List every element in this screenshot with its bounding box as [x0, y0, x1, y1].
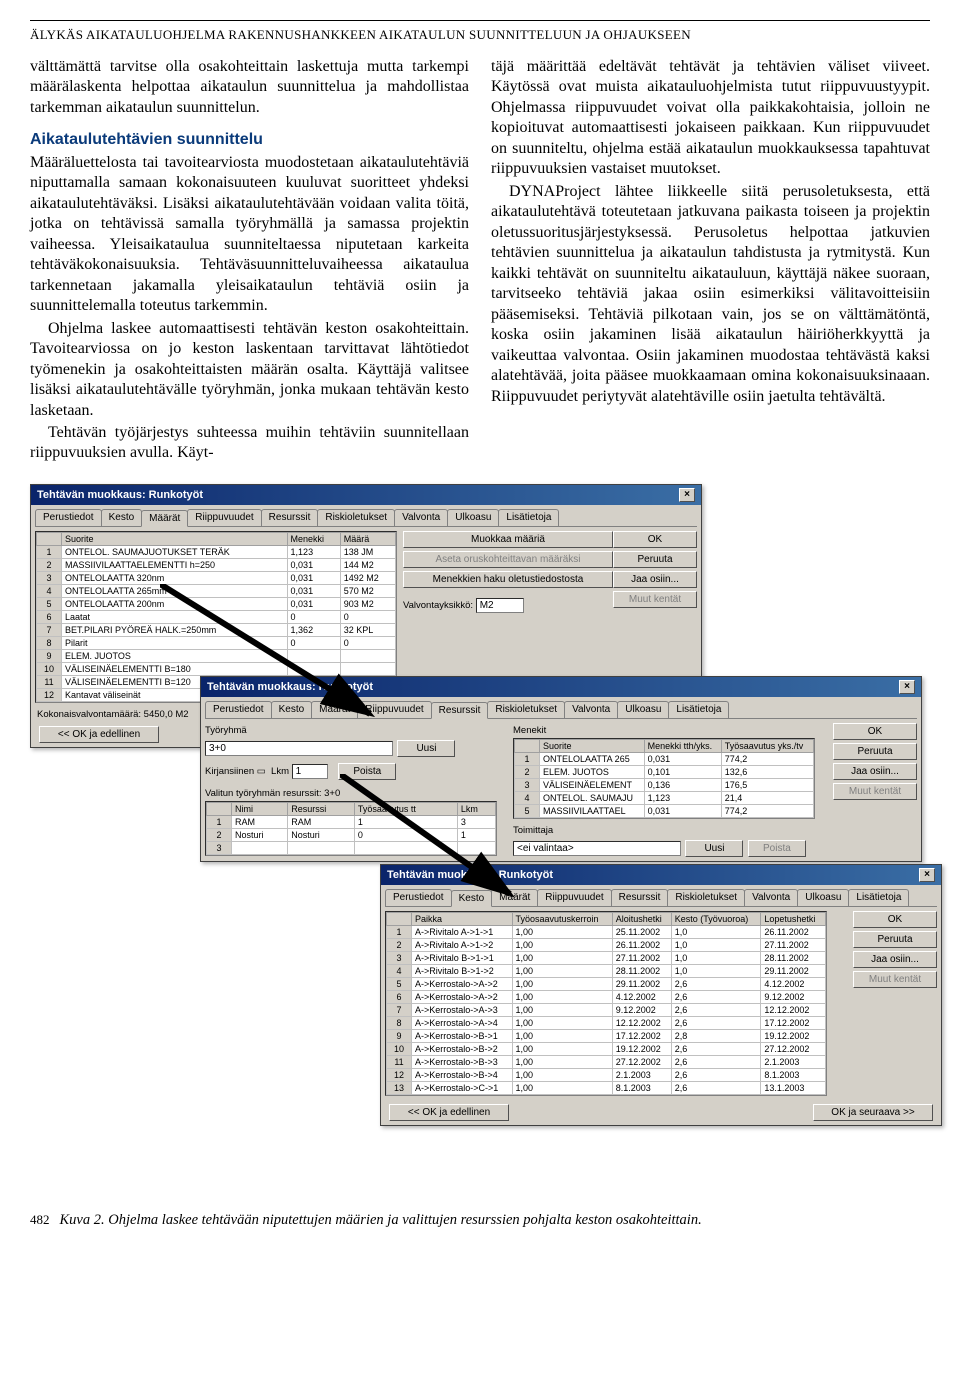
tab-määrät[interactable]: Määrät: [311, 701, 358, 718]
toimittaja-label: Toimittaja: [513, 823, 833, 838]
split-button[interactable]: Jaa osiin...: [613, 571, 697, 588]
right-p1: täjä määrittää edeltävät tehtävät ja teh…: [491, 57, 930, 180]
more-fields-button: Muut kentät: [853, 971, 937, 988]
tab-ulkoasu[interactable]: Ulkoasu: [447, 509, 499, 526]
edit-amounts-button[interactable]: Muokkaa määriä: [403, 531, 613, 548]
tab-riippuvuudet[interactable]: Riippuvuudet: [537, 889, 611, 906]
tab-riippuvuudet[interactable]: Riippuvuudet: [357, 701, 431, 718]
more-fields-button: Muut kentät: [833, 783, 917, 800]
new-button[interactable]: Uusi: [397, 740, 455, 757]
figure-caption-row: 482 Kuva 2. Ohjelma laskee tehtävään nip…: [30, 1212, 930, 1229]
titlebar: Tehtävän muokkaus: Runkotyöt ×: [201, 677, 921, 697]
close-icon[interactable]: ×: [919, 868, 935, 882]
left-heading: Aikataulutehtävien suunnittelu: [30, 130, 469, 150]
lkm-field[interactable]: 1: [292, 764, 328, 779]
valv-field[interactable]: M2: [476, 598, 524, 613]
tab-kesto[interactable]: Kesto: [101, 509, 143, 526]
tab-määrät[interactable]: Määrät: [491, 889, 538, 906]
tab-perustiedot[interactable]: Perustiedot: [35, 509, 102, 526]
window-kesto: Tehtävän muokkaus: Runkotyöt × Perustied…: [380, 864, 942, 1126]
selected-resources-label: Valitun työryhmän resurssit: 3+0: [205, 786, 505, 801]
page-number: 482: [30, 1212, 50, 1228]
tab-määrät[interactable]: Määrät: [141, 510, 188, 527]
supplier-field[interactable]: <ei valintaa>: [513, 841, 681, 856]
workgroup-field[interactable]: 3+0: [205, 741, 393, 756]
tab-lisätietoja[interactable]: Lisätietoja: [848, 889, 909, 906]
tab-lisätietoja[interactable]: Lisätietoja: [498, 509, 559, 526]
window-title: Tehtävän muokkaus: Runkotyöt: [37, 489, 203, 501]
tab-perustiedot[interactable]: Perustiedot: [385, 889, 452, 906]
new-supplier-button[interactable]: Uusi: [685, 840, 743, 857]
right-p2: DYNAProject lähtee liikkeelle siitä peru…: [491, 182, 930, 407]
left-p1: välttämättä tarvitse olla osakohteittain…: [30, 57, 469, 118]
close-icon[interactable]: ×: [679, 488, 695, 502]
titlebar: Tehtävän muokkaus: Runkotyöt ×: [31, 485, 701, 505]
close-icon[interactable]: ×: [899, 680, 915, 694]
cancel-button[interactable]: Peruuta: [853, 931, 937, 948]
titlebar: Tehtävän muokkaus: Runkotyöt ×: [381, 865, 941, 885]
kirj-label: Kirjansiinen: [205, 766, 254, 777]
kesto-grid[interactable]: PaikkaTyöosaavutuskerroinAloitushetkiKes…: [385, 911, 827, 1096]
window-resurssit: Tehtävän muokkaus: Runkotyöt × Perustied…: [200, 676, 922, 862]
menekit-grid[interactable]: SuoriteMenekki tth/yks.Työsaavutus yks./…: [513, 738, 815, 819]
tab-riippuvuudet[interactable]: Riippuvuudet: [187, 509, 261, 526]
delete-button[interactable]: Poista: [338, 763, 396, 780]
ok-button[interactable]: OK: [613, 531, 697, 548]
fetch-defaults-button[interactable]: Menekkien haku oletustiedostosta: [403, 571, 613, 588]
header-rule: [30, 20, 930, 21]
menekit-label: Menekit: [513, 723, 833, 738]
tab-valvonta[interactable]: Valvonta: [564, 701, 618, 718]
tab-kesto[interactable]: Kesto: [451, 890, 493, 907]
left-p4: Tehtävän työjärjestys suhteessa muihin t…: [30, 423, 469, 464]
tab-row: PerustiedotKestoMäärätRiippuvuudetResurs…: [385, 889, 937, 907]
body-text: välttämättä tarvitse olla osakohteittain…: [30, 57, 930, 466]
cancel-button[interactable]: Peruuta: [613, 551, 697, 568]
tab-row: PerustiedotKestoMäärätRiippuvuudetResurs…: [205, 701, 917, 719]
ok-button[interactable]: OK: [853, 911, 937, 928]
tab-riskioletukset[interactable]: Riskioletukset: [317, 509, 395, 526]
left-p2: Määräluettelosta tai tavoitearviosta muo…: [30, 153, 469, 317]
figure-caption: Kuva 2. Ohjelma laskee tehtävään niputet…: [60, 1212, 702, 1229]
resources-grid[interactable]: NimiResurssiTyösaavutus ttLkm1RAMRAM132N…: [205, 801, 497, 856]
ok-prev-button[interactable]: << OK ja edellinen: [389, 1104, 509, 1121]
tab-kesto[interactable]: Kesto: [271, 701, 313, 718]
screenshots-area: Tehtävän muokkaus: Runkotyöt × Perustied…: [30, 484, 930, 1204]
set-default-button: Aseta oruskohteittavan määräksi: [403, 551, 613, 568]
tab-perustiedot[interactable]: Perustiedot: [205, 701, 272, 718]
more-fields-button: Muut kentät: [613, 591, 697, 608]
ok-button[interactable]: OK: [833, 723, 917, 740]
running-head: ÄLYKÄS AIKATAULUOHJELMA RAKENNUSHANKKEEN…: [30, 27, 930, 43]
tab-ulkoasu[interactable]: Ulkoasu: [797, 889, 849, 906]
tab-ulkoasu[interactable]: Ulkoasu: [617, 701, 669, 718]
tab-valvonta[interactable]: Valvonta: [744, 889, 798, 906]
tab-lisätietoja[interactable]: Lisätietoja: [668, 701, 729, 718]
cancel-button[interactable]: Peruuta: [833, 743, 917, 760]
tab-resurssit[interactable]: Resurssit: [611, 889, 669, 906]
ok-next-button[interactable]: OK ja seuraava >>: [813, 1104, 933, 1121]
window-title: Tehtävän muokkaus: Runkotyöt: [387, 869, 553, 881]
split-button[interactable]: Jaa osiin...: [853, 951, 937, 968]
split-button[interactable]: Jaa osiin...: [833, 763, 917, 780]
tab-resurssit[interactable]: Resurssit: [431, 702, 489, 719]
valv-label: Valvontayksikkö:: [403, 600, 473, 611]
tab-riskioletukset[interactable]: Riskioletukset: [667, 889, 745, 906]
tab-riskioletukset[interactable]: Riskioletukset: [487, 701, 565, 718]
workgroup-label: Työryhmä: [205, 723, 505, 738]
delete-supplier-button: Poista: [748, 840, 806, 857]
left-p3: Ohjelma laskee automaattisesti tehtävän …: [30, 319, 469, 421]
tab-valvonta[interactable]: Valvonta: [394, 509, 448, 526]
ok-prev-button[interactable]: << OK ja edellinen: [39, 726, 159, 743]
lkm-label: Lkm: [271, 766, 289, 777]
tab-row: PerustiedotKestoMäärätRiippuvuudetResurs…: [35, 509, 697, 527]
tab-resurssit[interactable]: Resurssit: [261, 509, 319, 526]
window-title: Tehtävän muokkaus: Runkotyöt: [207, 681, 373, 693]
